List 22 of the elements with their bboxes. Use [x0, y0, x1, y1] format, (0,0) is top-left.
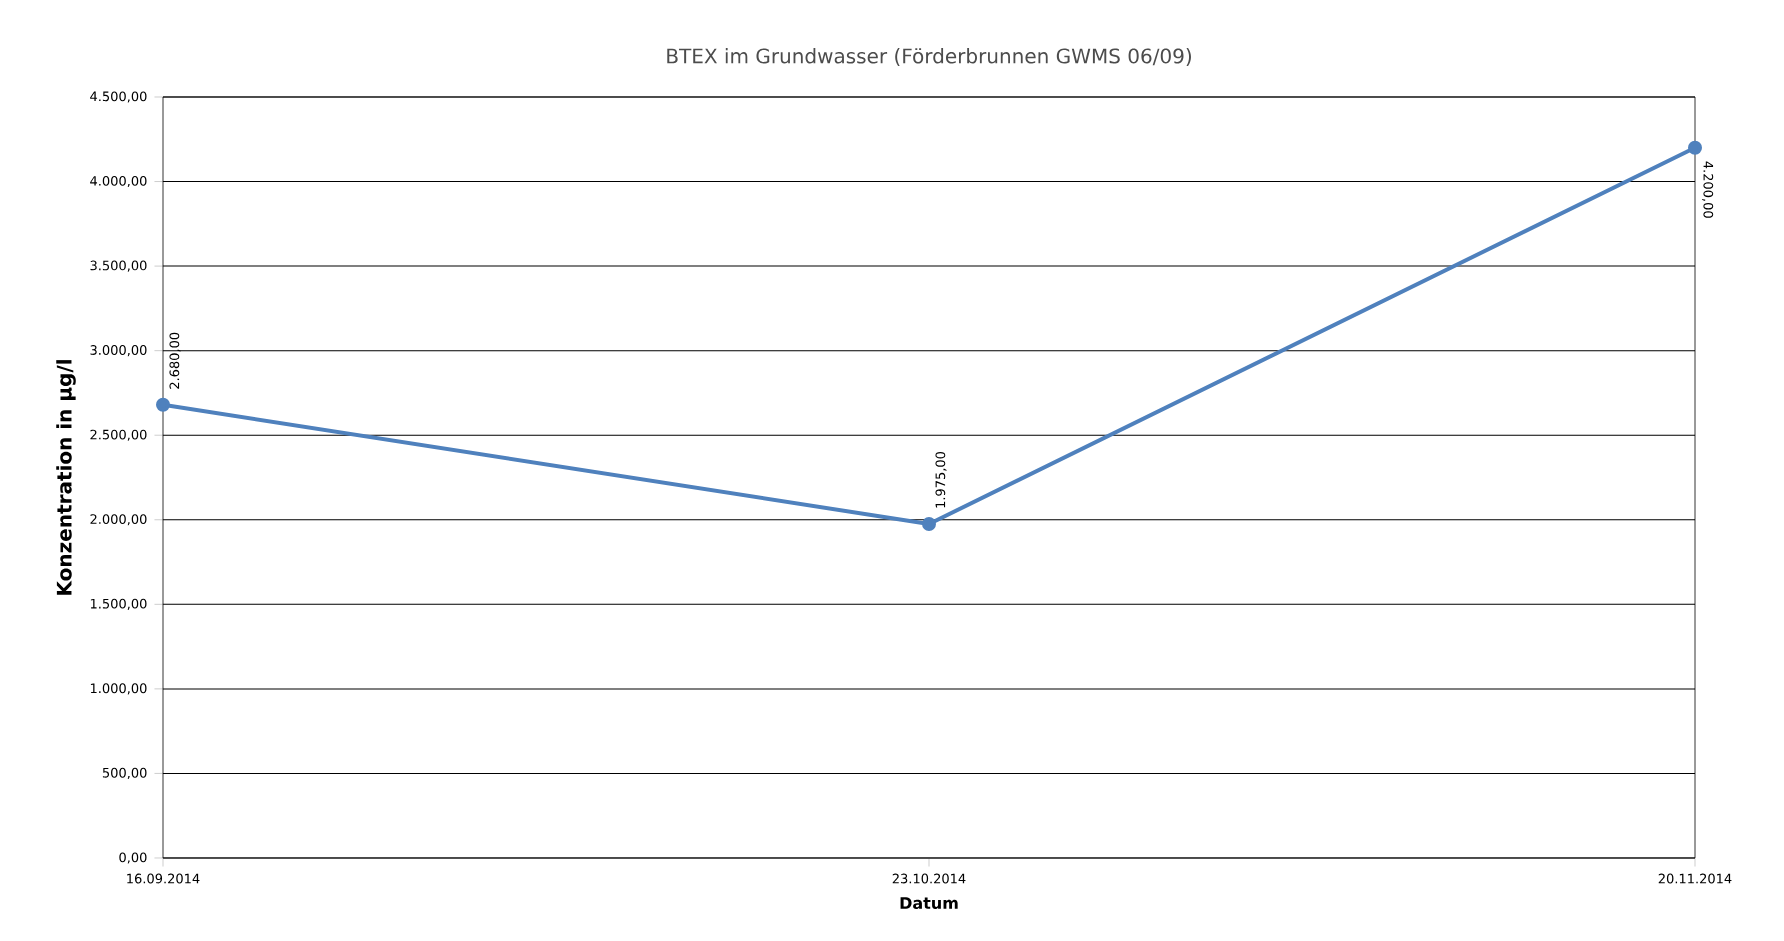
- x-tick-label: 16.09.2014: [127, 873, 200, 884]
- x-axis-title: Datum: [900, 897, 958, 910]
- data-label: 4.200,00: [1702, 161, 1714, 218]
- y-tick-label: 2.500,00: [90, 429, 147, 441]
- y-tick-label: 3.500,00: [90, 260, 147, 272]
- chart-title: BTEX im Grundwasser (Förderbrunnen GWMS 06/09): [667, 48, 1191, 66]
- y-tick-label: 500,00: [102, 767, 147, 780]
- y-tick-label: 0,00: [119, 852, 147, 864]
- x-tick-label: 20.11.2014: [1658, 873, 1732, 884]
- data-label: 1.975,00: [935, 451, 947, 508]
- y-tick-label: 4.000,00: [90, 175, 147, 188]
- y-tick-label: 4.500,00: [90, 91, 147, 103]
- y-axis-title: Konzentration in µg/l: [56, 360, 76, 595]
- y-tick-label: 2.000,00: [90, 514, 147, 526]
- y-tick-label: 1.000,00: [90, 683, 147, 695]
- point: [156, 397, 171, 412]
- point: [1688, 140, 1702, 155]
- data-label: 2.680,00: [169, 332, 181, 389]
- x-tick-label: 23.10.2014: [892, 873, 966, 884]
- y-tick-label: 3.000,00: [90, 345, 147, 357]
- y-tick-label: 1.500,00: [90, 598, 147, 610]
- point: [922, 517, 936, 531]
